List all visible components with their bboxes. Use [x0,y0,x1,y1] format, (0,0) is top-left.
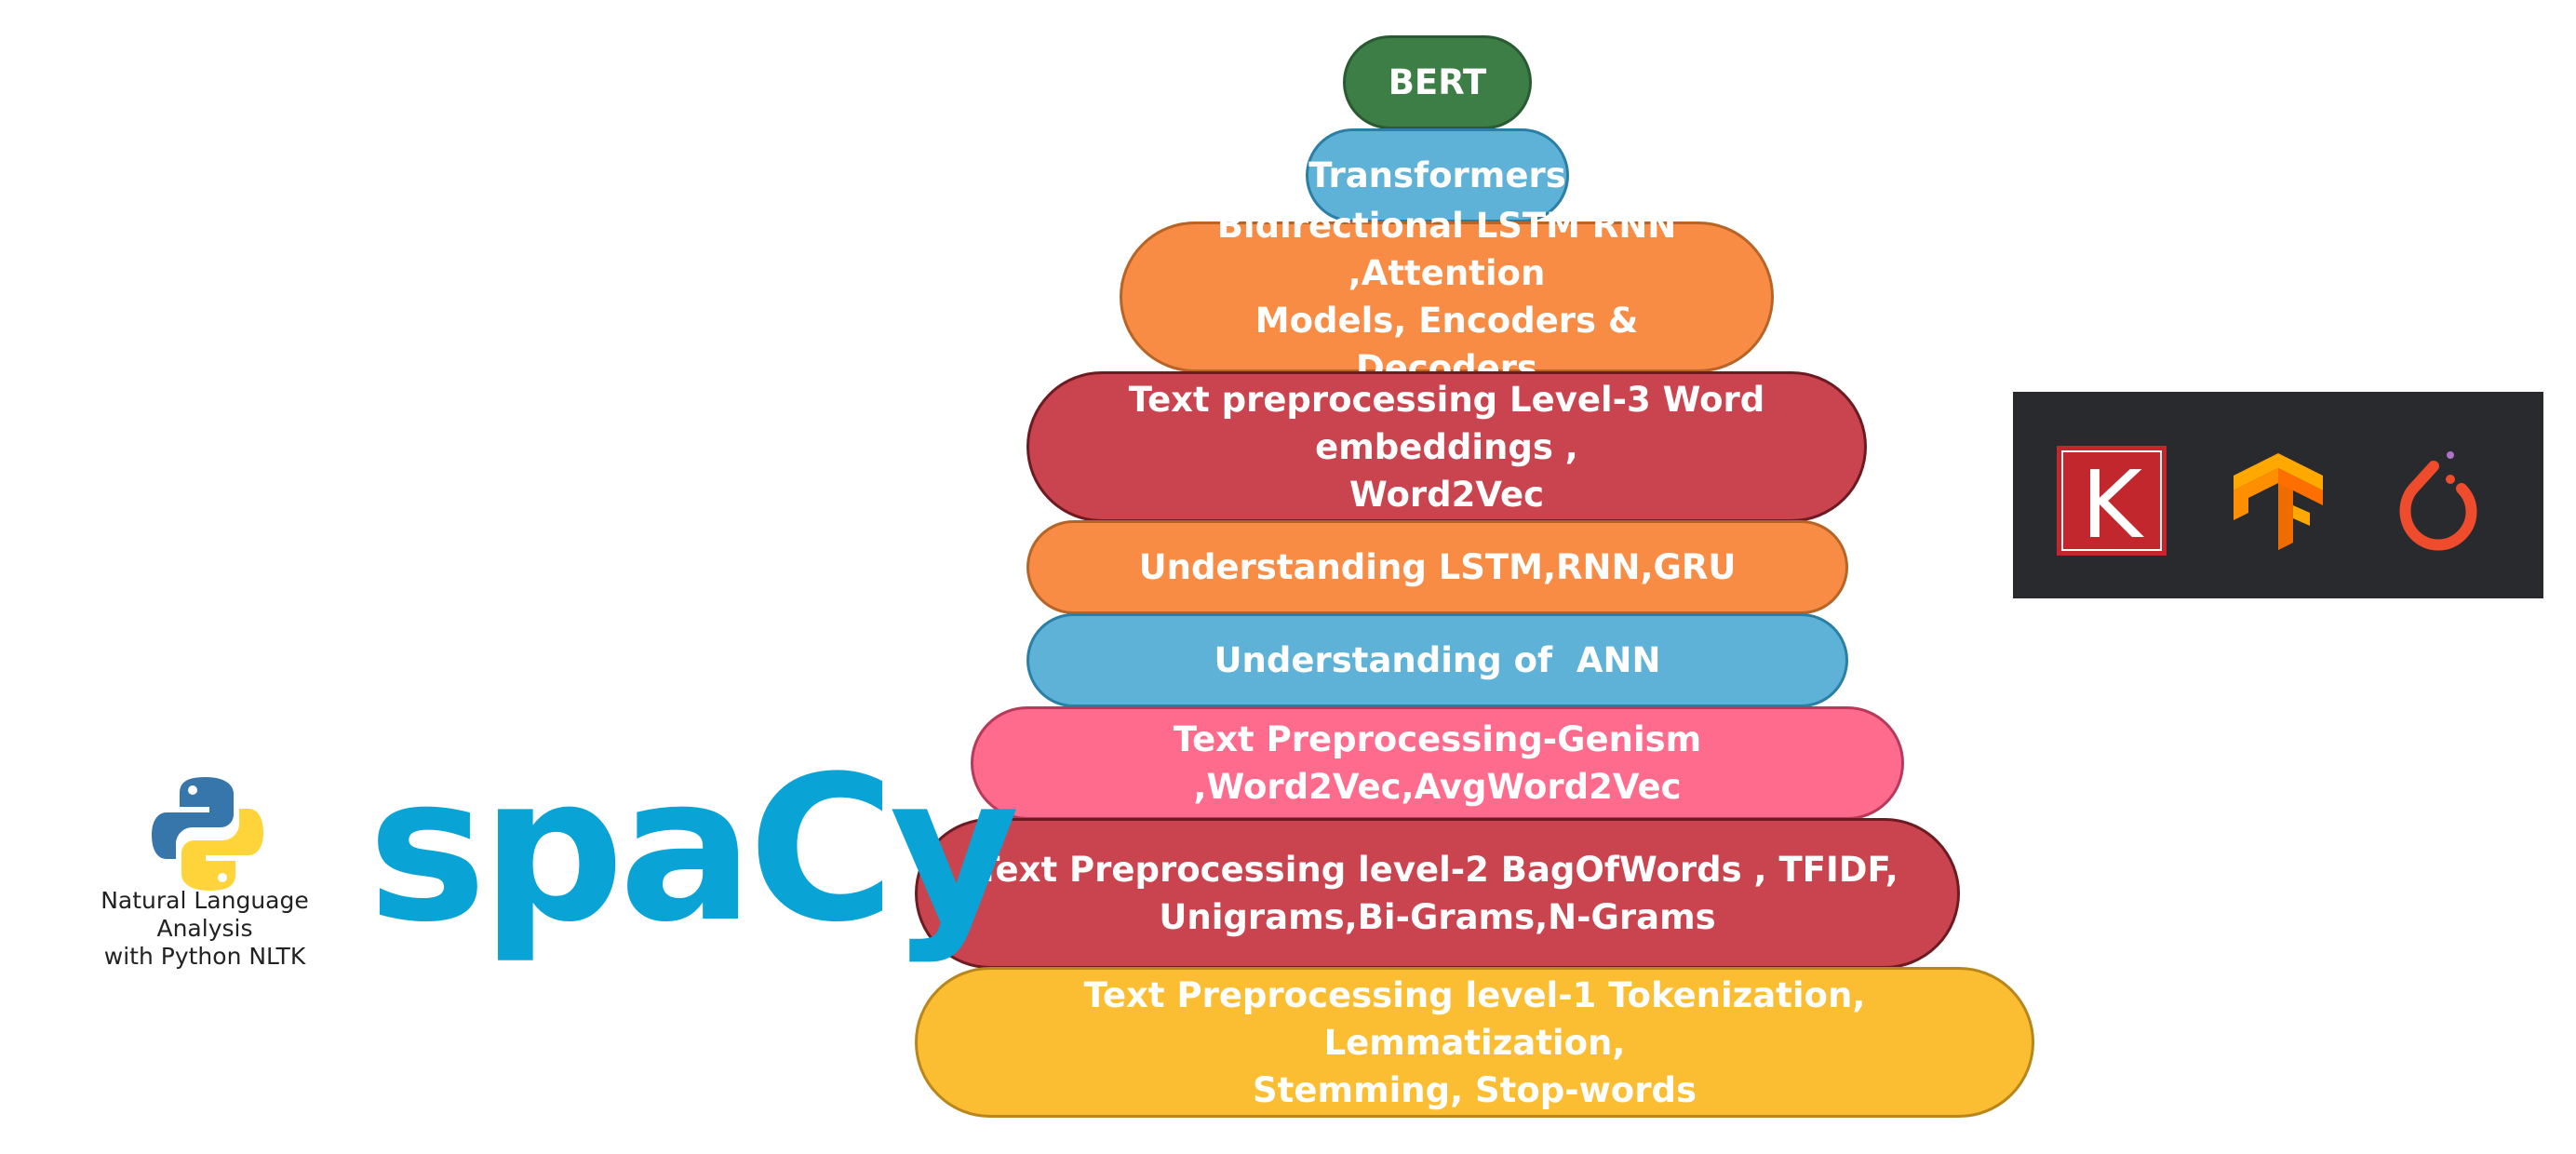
keras-letter: K [2081,450,2144,556]
nltk-caption-line-1: Natural Language Analysis [101,887,309,942]
pyramid-level-bidirectional-lstm: Bidirectional LSTM RNN ,Attention Models… [1120,206,1774,388]
spacy-logo: spaCy [368,732,1020,966]
pyramid-level-understanding-ann: Understanding of ANN [1026,613,1848,707]
pytorch-logo-icon [2399,451,2477,551]
python-logo-icon [152,777,263,891]
frameworks-panel: K [2013,392,2543,598]
tensorflow-logo-icon [2234,453,2323,550]
level-label-line-2: Word2Vec [1348,474,1545,515]
level-label-line-1: Text Preprocessing level-2 BagOfWords , … [976,850,1898,890]
keras-logo-icon: K [2057,446,2167,556]
level-label-line-2: Unigrams,Bi-Grams,N-Grams [1159,897,1716,937]
level-label-line-2: Stemming, Stop-words [1253,1069,1697,1110]
level-label-line-1: Text Preprocessing level-1 Tokenization,… [1083,974,1866,1063]
pyramid-level-text-preprocessing-1: Text Preprocessing level-1 Tokenization,… [915,967,2034,1118]
pyramid-level-genism: Text Preprocessing-Genism ,Word2Vec,AvgW… [971,706,1904,820]
pyramid-level-bert: BERT [1343,35,1532,129]
pyramid-level-understanding-lstm: Understanding LSTM,RNN,GRU [1026,520,1848,614]
level-label: Transformers [1308,155,1566,195]
pyramid-level-text-preprocessing-2: Text Preprocessing level-2 BagOfWords , … [915,818,1960,969]
level-label: Text Preprocessing-Genism ,Word2Vec,AvgW… [1173,719,1702,807]
nltk-caption: Natural Language Analysis with Python NL… [51,887,358,971]
level-label: Understanding LSTM,RNN,GRU [1138,547,1737,587]
pyramid-level-transformers: Transformers [1306,128,1569,222]
level-label-line-1: Bidirectional LSTM RNN ,Attention [1216,206,1677,293]
level-label-line-1: Text preprocessing Level-3 Word embeddin… [1128,379,1765,467]
level-label: Understanding of ANN [1214,640,1661,680]
level-label: BERT [1388,62,1487,102]
pyramid-level-text-preprocessing-3: Text preprocessing Level-3 Word embeddin… [1026,371,1867,522]
nltk-caption-line-2: with Python NLTK [103,943,306,970]
